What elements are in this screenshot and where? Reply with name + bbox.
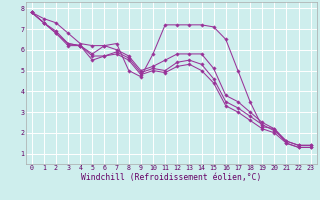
X-axis label: Windchill (Refroidissement éolien,°C): Windchill (Refroidissement éolien,°C): [81, 173, 261, 182]
